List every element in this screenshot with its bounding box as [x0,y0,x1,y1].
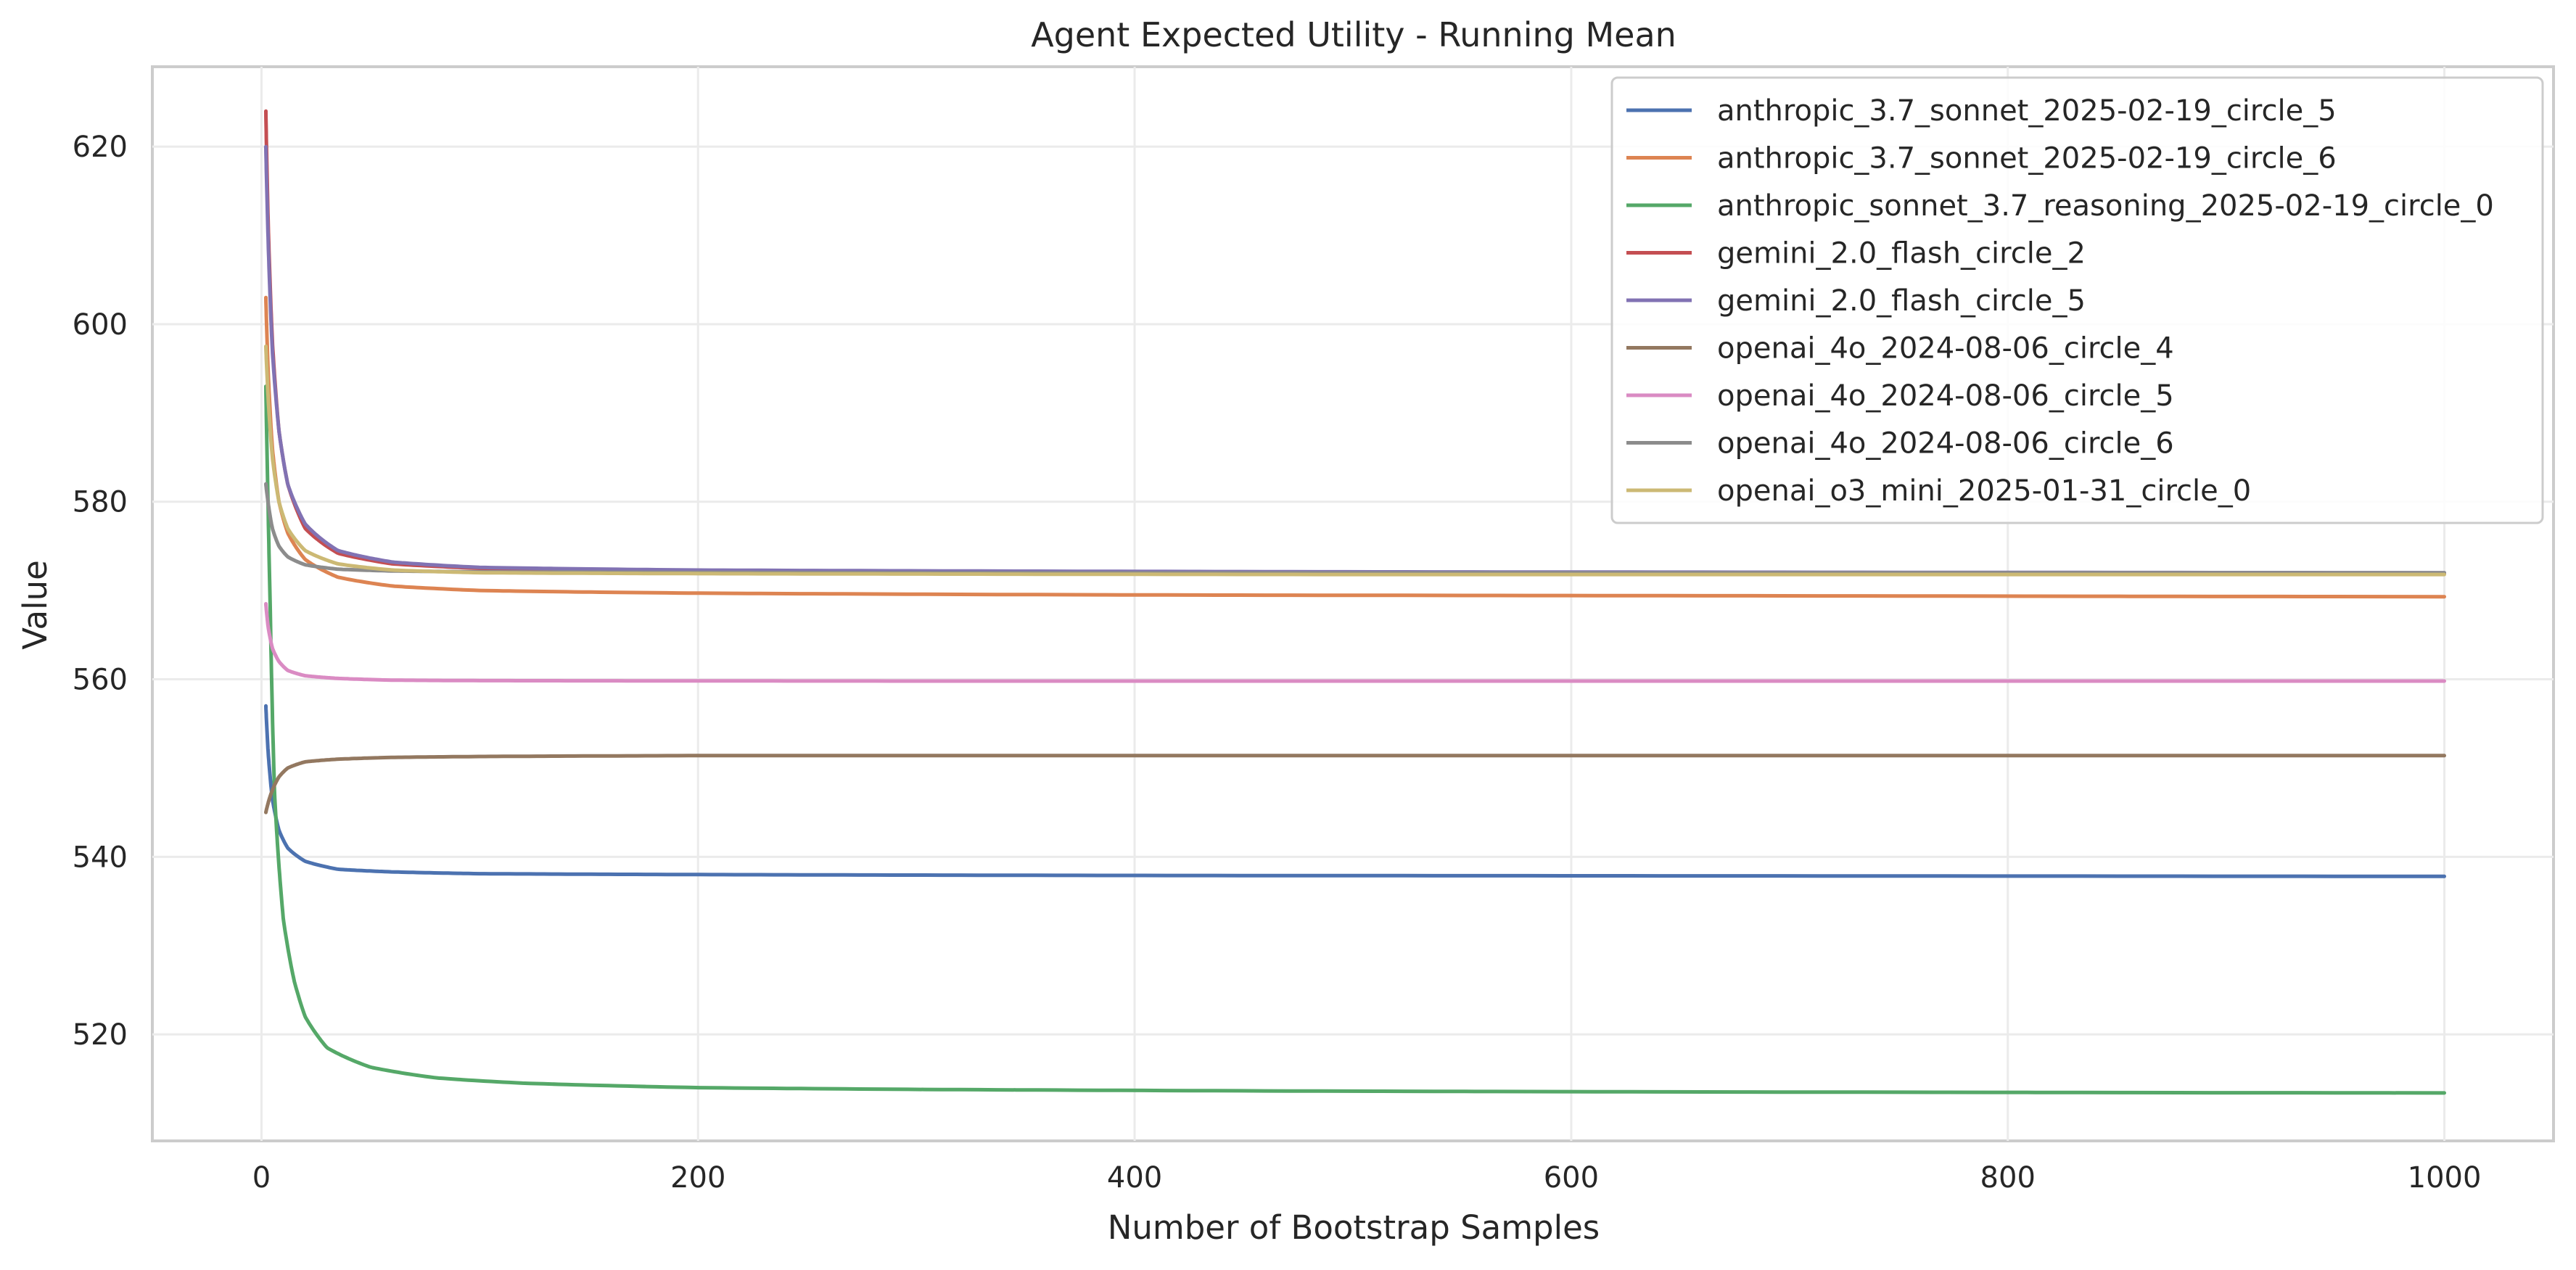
x-tick-label: 800 [1980,1161,2036,1195]
x-axis-label: Number of Bootstrap Samples [1108,1208,1600,1247]
x-tick-label: 600 [1544,1161,1599,1195]
legend-entry-label: anthropic_3.7_sonnet_2025-02-19_circle_5 [1717,94,2337,128]
x-tick-label: 400 [1107,1161,1162,1195]
y-tick-label: 600 [73,308,128,342]
x-tick-label: 200 [670,1161,725,1195]
series-line-8 [264,345,2446,577]
x-tick-label: 0 [252,1161,271,1195]
legend-entry-label: gemini_2.0_flash_circle_2 [1717,237,2086,271]
series-line-5 [264,754,2446,815]
y-tick-label: 620 [73,131,128,164]
legend-entry-label: gemini_2.0_flash_circle_5 [1717,284,2086,318]
legend-entry-label: openai_4o_2024-08-06_circle_5 [1717,379,2174,413]
y-tick-label: 540 [73,841,128,874]
y-tick-label: 560 [73,664,128,697]
series-line-2 [264,384,2446,1095]
y-tick-label: 520 [73,1018,128,1052]
legend-entry-label: openai_4o_2024-08-06_circle_4 [1717,332,2174,366]
x-tick-label: 1000 [2408,1161,2482,1195]
legend-entry-label: openai_o3_mini_2025-01-31_circle_0 [1717,474,2251,508]
y-tick-label: 580 [73,486,128,519]
y-axis-label: Value [16,560,54,650]
series-line-6 [264,602,2446,683]
legend-entry-label: anthropic_3.7_sonnet_2025-02-19_circle_6 [1717,142,2337,176]
legend-entry-label: openai_4o_2024-08-06_circle_6 [1717,427,2174,461]
chart-title: Agent Expected Utility - Running Mean [1031,15,1676,54]
legend: anthropic_3.7_sonnet_2025-02-19_circle_5… [1610,76,2544,524]
series-lines [264,109,2446,1095]
legend-entry-label: anthropic_sonnet_3.7_reasoning_2025-02-1… [1717,189,2494,223]
legend-box [1610,76,2544,524]
tick-labels: 0 200 400 600 800 1000 520 540 560 580 600 620 [73,131,2482,1195]
